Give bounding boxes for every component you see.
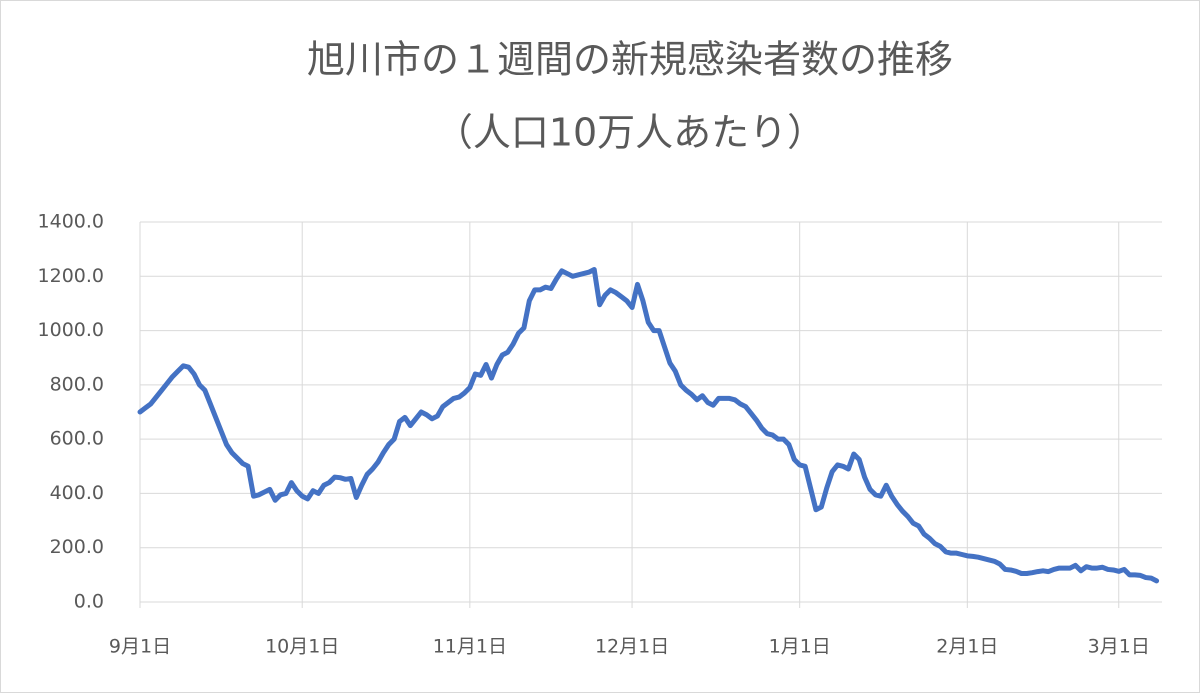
chart-subtitle: （人口10万人あたり） [435,111,825,155]
y-tick-label: 400.0 [50,482,104,504]
y-tick-label: 800.0 [50,373,104,395]
x-tick-label: 12月1日 [595,636,669,658]
x-tick-label: 2月1日 [936,636,998,658]
x-tick-label: 1月1日 [769,636,831,658]
y-tick-label: 1400.0 [38,211,104,233]
x-tick-label: 10月1日 [265,636,339,658]
y-tick-label: 0.0 [74,591,104,613]
x-tick-label: 9月1日 [109,636,171,658]
y-tick-label: 200.0 [50,536,104,558]
data-line [137,267,1160,584]
y-tick-label: 1200.0 [38,265,104,287]
y-tick-label: 600.0 [50,428,104,450]
chart-title: 旭川市の１週間の新規感染者数の推移 [307,38,953,82]
x-tick-label: 3月1日 [1088,636,1150,658]
x-tick-label: 11月1日 [433,636,507,658]
y-tick-label: 1000.0 [38,319,104,341]
